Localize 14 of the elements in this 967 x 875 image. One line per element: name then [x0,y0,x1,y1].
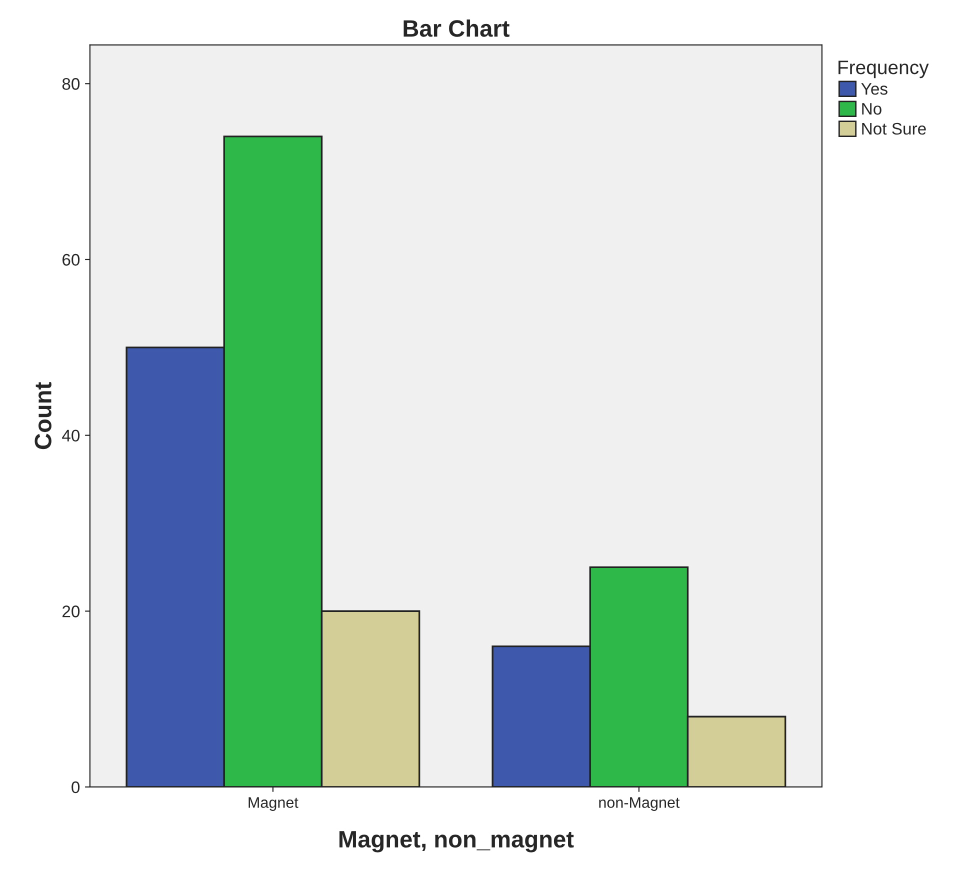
legend-label: Not Sure [862,122,926,135]
y-tick-label: 60 [62,254,80,266]
x-tick-label: non-Magnet [599,797,680,811]
y-tick-label: 80 [62,78,80,90]
legend-title: Frequency [838,60,929,78]
legend-label: No [862,103,882,115]
legend-label: Yes [861,83,888,95]
x-axis-title: Magnet, non_magnet [339,831,574,852]
y-axis-title: Count [34,382,52,450]
y-tick-label: 0 [72,781,80,794]
y-tick-label: 20 [62,606,80,618]
y-tick-label: 40 [62,430,80,442]
x-tick-label: Magnet [248,797,298,811]
chart-title: Bar Chart [404,20,510,37]
